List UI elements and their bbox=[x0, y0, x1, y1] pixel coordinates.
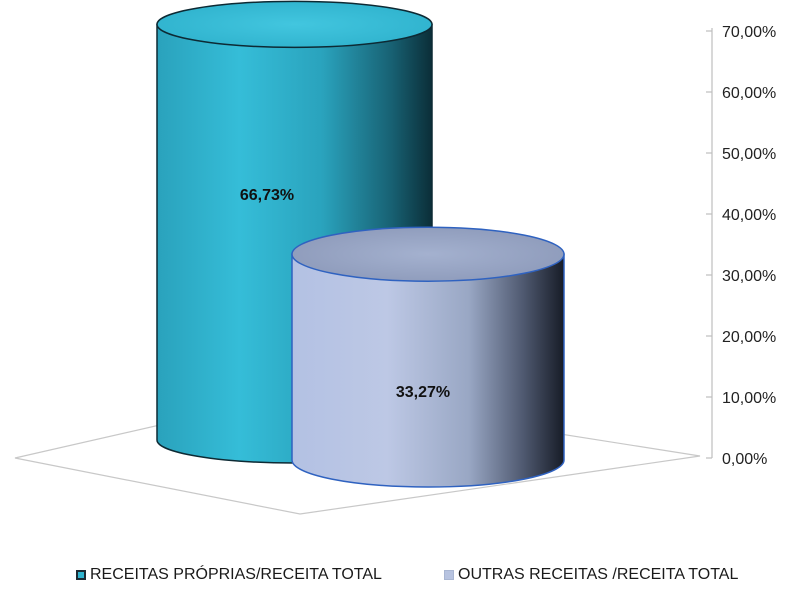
y-tick-label: 60,00% bbox=[722, 85, 776, 102]
chart: 0,00% 10,00% 20,00% 30,00% 40,00% 50,00% 60,00… bbox=[14, 0, 776, 515]
legend-label-receitas-proprias: RECEITAS PRÓPRIAS/RECEITA TOTAL bbox=[90, 566, 382, 583]
data-label: 66,73% bbox=[240, 187, 294, 204]
bar-top bbox=[156, 0, 433, 49]
y-tick-label: 30,00% bbox=[722, 268, 776, 285]
y-tick-label: 20,00% bbox=[722, 329, 776, 346]
bar-body bbox=[291, 253, 565, 488]
legend-item-receitas-proprias: RECEITAS PRÓPRIAS/RECEITA TOTAL bbox=[76, 566, 382, 584]
legend-swatch-receitas-proprias bbox=[76, 570, 86, 580]
y-tick-label: 0,00% bbox=[722, 451, 767, 468]
bar-2 bbox=[291, 226, 565, 488]
y-tick-label: 40,00% bbox=[722, 207, 776, 224]
y-tick-label: 10,00% bbox=[722, 390, 776, 407]
y-tick-label: 70,00% bbox=[722, 24, 776, 41]
legend: RECEITAS PRÓPRIAS/RECEITA TOTAL OUTRAS R… bbox=[0, 566, 798, 592]
legend-item-outras-receitas: OUTRAS RECEITAS /RECEITA TOTAL bbox=[444, 566, 738, 584]
legend-label-outras-receitas: OUTRAS RECEITAS /RECEITA TOTAL bbox=[458, 566, 739, 583]
y-tick-label: 50,00% bbox=[722, 146, 776, 163]
bar-top bbox=[291, 226, 565, 282]
legend-swatch-outras-receitas bbox=[444, 570, 454, 580]
data-label: 33,27% bbox=[396, 384, 450, 401]
